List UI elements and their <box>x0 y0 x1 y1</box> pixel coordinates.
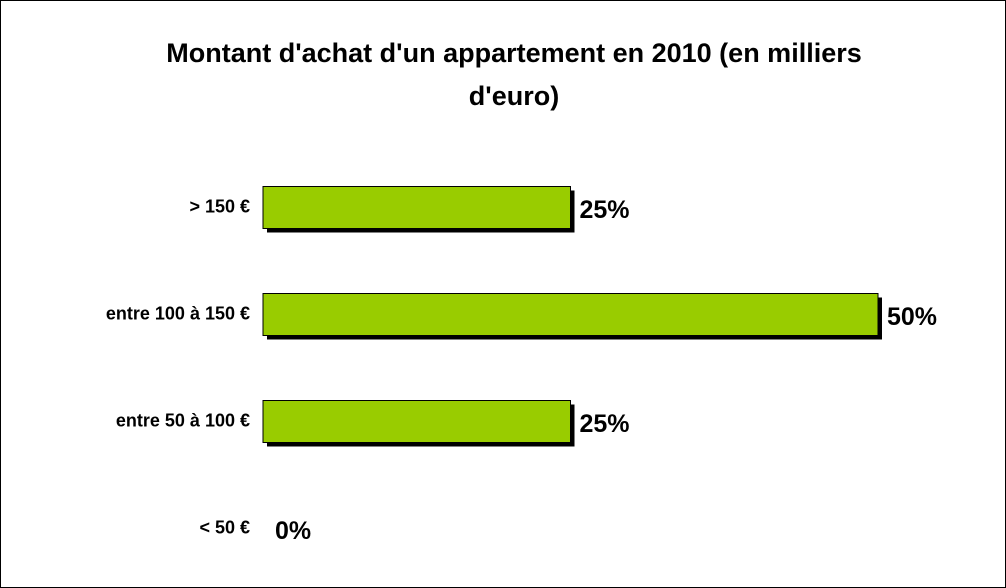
category-label: > 150 € <box>189 196 250 216</box>
bar <box>262 186 571 229</box>
value-label: 0% <box>275 517 311 545</box>
value-label: 25% <box>580 410 630 438</box>
chart-title: Montant d'achat d'un appartement en 2010… <box>166 38 862 111</box>
category-label: entre 50 à 100 € <box>116 410 250 430</box>
value-label: 25% <box>580 196 630 224</box>
bar <box>262 400 571 443</box>
bar <box>262 293 879 336</box>
category-label: entre 100 à 150 € <box>106 303 250 323</box>
value-label: 50% <box>887 303 937 331</box>
category-label: < 50 € <box>199 517 250 537</box>
